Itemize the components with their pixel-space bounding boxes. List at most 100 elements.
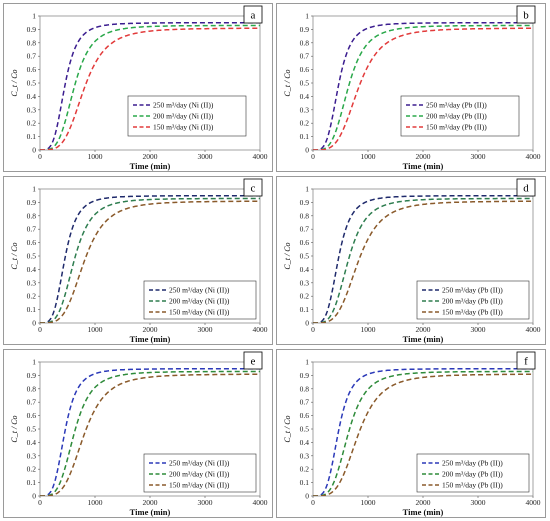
y-tick-label: 1 [305,185,309,194]
panel-label: c [251,183,256,195]
x-tick-label: 2000 [143,498,158,507]
series-line-1 [40,367,260,496]
y-tick-label: 0 [305,492,309,501]
y-tick-label: 0.4 [27,438,37,447]
legend-label: 150 m³/day (Pb (II)) [426,123,487,132]
chart-panel-f: 0 0.1 0.2 0.3 0.4 0.5 0.6 0.7 0.8 0.9 1 0 1000 2000 30… [276,349,546,518]
series-line-2 [40,197,260,323]
x-tick-label: 1000 [361,325,376,334]
y-tick-label: 0.7 [300,52,310,61]
y-axis-title: C_t / Co [283,242,292,269]
y-tick-label: 0.8 [27,384,37,393]
y-tick-label: 0.7 [27,52,37,61]
y-tick-label: 0.1 [300,305,310,314]
legend-label: 250 m³/day (Ni (II)) [169,286,230,295]
x-tick-label: 0 [311,325,315,334]
y-tick-label: 0.6 [300,65,310,74]
y-tick-label: 1 [32,358,36,367]
y-axis-title: C_t / Co [283,415,292,442]
y-tick-label: 0.1 [27,305,37,314]
y-axis-title: C_t / Co [283,69,292,96]
legend-label: 150 m³/day (Ni (II)) [153,123,214,132]
y-tick-label: 0.8 [27,38,37,47]
y-tick-label: 0.7 [300,398,310,407]
legend-label: 250 m³/day (Ni (II)) [153,101,214,110]
legend-label: 250 m³/day (Pb (II)) [442,286,503,295]
x-tick-label: 3000 [198,498,213,507]
chart-panel-e: 0 0.1 0.2 0.3 0.4 0.5 0.6 0.7 0.8 0.9 1 0 1000 2000 30… [3,349,273,518]
y-tick-label: 0.5 [300,252,310,261]
y-tick-label: 0.2 [27,292,37,301]
x-tick-label: 4000 [253,498,268,507]
y-tick-label: 0.5 [27,425,37,434]
y-tick-label: 0.3 [27,278,37,287]
y-tick-label: 0 [32,492,36,501]
y-tick-label: 0.2 [300,292,310,301]
legend-label: 150 m³/day (Pb (II)) [442,308,503,317]
x-tick-label: 2000 [416,498,431,507]
y-tick-label: 0.1 [300,132,310,141]
y-tick-label: 0.1 [300,478,310,487]
x-axis-title: Time (min) [403,507,444,517]
x-axis-title: Time (min) [403,334,444,344]
y-tick-label: 0.4 [300,92,310,101]
y-tick-label: 0.6 [300,238,310,247]
y-tick-label: 0.3 [27,105,37,114]
y-tick-label: 0.4 [27,92,37,101]
series-line-3 [313,27,533,150]
y-tick-label: 0.2 [27,465,37,474]
legend-label: 200 m³/day (Pb (II)) [442,470,503,479]
legend-label: 150 m³/day (Pb (II)) [442,481,503,490]
y-tick-label: 0.7 [300,225,310,234]
legend-label: 150 m³/day (Ni (II)) [169,481,230,490]
y-axis-title: C_t / Co [10,415,19,442]
panel-label-box [243,5,263,24]
legend-label: 200 m³/day (Ni (II)) [169,470,230,479]
panel-label: f [524,356,528,368]
panel-label-box [516,178,536,197]
x-tick-label: 0 [38,498,42,507]
chart-panel-b: 0 0.1 0.2 0.3 0.4 0.5 0.6 0.7 0.8 0.9 1 0 1000 2000 30… [276,3,546,172]
legend-label: 150 m³/day (Ni (II)) [169,308,230,317]
chart-panel-c: 0 0.1 0.2 0.3 0.4 0.5 0.6 0.7 0.8 0.9 1 0 1000 2000 30… [3,176,273,345]
panel-label: e [251,356,256,368]
panel-label: d [523,183,529,195]
y-tick-label: 0.7 [27,398,37,407]
x-tick-label: 1000 [88,325,103,334]
y-tick-label: 0.3 [300,105,310,114]
legend-label: 250 m³/day (Ni (II)) [169,459,230,468]
y-tick-label: 0.3 [300,451,310,460]
series-line-3 [313,200,533,323]
x-tick-label: 4000 [526,325,541,334]
panel-label: a [251,10,256,22]
y-tick-label: 0.3 [27,451,37,460]
chart-svg-f: 0 0.1 0.2 0.3 0.4 0.5 0.6 0.7 0.8 0.9 1 0 1000 2000 30… [283,351,541,517]
y-tick-label: 0.7 [27,225,37,234]
x-tick-label: 3000 [471,325,486,334]
y-tick-label: 0.8 [300,38,310,47]
y-tick-label: 0.2 [300,119,310,128]
panel-label-box [516,5,536,24]
panel-label-box [243,178,263,197]
series-line-3 [40,27,260,150]
series-line-2 [313,370,533,496]
y-tick-label: 0.9 [300,371,310,380]
y-tick-label: 0.5 [27,252,37,261]
series-line-1 [313,21,533,150]
y-tick-label: 0 [32,319,36,328]
x-tick-label: 2000 [143,152,158,161]
chart-svg-b: 0 0.1 0.2 0.3 0.4 0.5 0.6 0.7 0.8 0.9 1 0 1000 2000 30… [283,5,541,171]
x-tick-label: 1000 [88,152,103,161]
y-tick-label: 0.4 [27,265,37,274]
panel-label-box [243,351,263,370]
x-tick-label: 3000 [198,325,213,334]
y-tick-label: 0.6 [300,411,310,420]
legend-label: 200 m³/day (Pb (II)) [442,297,503,306]
x-axis-title: Time (min) [130,161,171,171]
series-line-3 [313,373,533,496]
chart-svg-e: 0 0.1 0.2 0.3 0.4 0.5 0.6 0.7 0.8 0.9 1 0 1000 2000 30… [10,351,268,517]
series-line-2 [313,24,533,150]
x-tick-label: 1000 [361,498,376,507]
y-tick-label: 0.6 [27,65,37,74]
